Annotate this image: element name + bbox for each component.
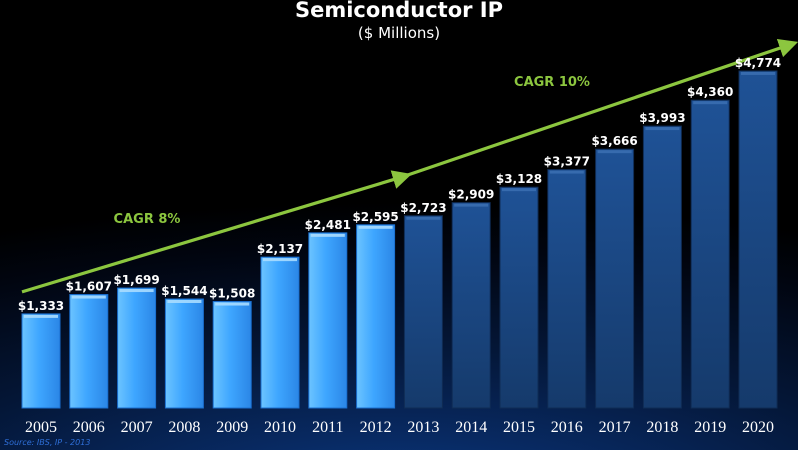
bar-actual [212, 301, 252, 409]
data-label: $1,333 [18, 299, 64, 313]
x-tick-label: 2009 [216, 419, 248, 436]
x-tick-label: 2013 [407, 419, 439, 436]
bar-forecast [403, 215, 443, 409]
bar-top-highlight [741, 71, 775, 75]
trend-arrow-cagr-10 [402, 38, 798, 179]
bar-forecast [547, 169, 587, 409]
bar-top-highlight [693, 101, 728, 105]
bar-forecast [451, 202, 491, 409]
bar-top-highlight [167, 299, 202, 303]
bar-top-highlight [406, 216, 441, 220]
bar-actual [308, 232, 348, 409]
trend-arrow-cagr-8 [21, 170, 412, 294]
x-tick-label: 2008 [168, 419, 200, 436]
bar-top-highlight [119, 289, 154, 293]
x-tick-label: 2020 [742, 419, 774, 436]
bar-top-highlight [358, 225, 393, 229]
bar-forecast [690, 99, 730, 409]
data-label: $3,666 [591, 134, 637, 148]
bar-forecast [738, 70, 778, 409]
x-tick-label: 2014 [455, 419, 487, 436]
data-label: $2,909 [448, 188, 494, 202]
bar-actual [260, 256, 300, 409]
x-tick-label: 2012 [360, 419, 392, 436]
data-label: $2,481 [305, 218, 351, 232]
data-label: $3,993 [639, 111, 685, 125]
bar-actual [117, 287, 157, 409]
data-label: $4,360 [687, 85, 733, 99]
bar-top-highlight [454, 203, 489, 207]
bar-actual [356, 224, 396, 409]
bar-top-highlight [263, 258, 297, 262]
data-label: $1,544 [161, 284, 207, 298]
bar-actual [21, 313, 61, 409]
bar-forecast [642, 125, 682, 409]
data-label: $1,699 [113, 273, 159, 287]
bar-top-highlight [645, 127, 680, 131]
cagr-8-annotation: CAGR 8% [114, 212, 181, 227]
x-tick-label: 2015 [503, 419, 535, 436]
source-note: Source: IBS, IP - 2013 [4, 438, 91, 447]
data-label: $2,137 [257, 242, 303, 256]
bar-top-highlight [71, 295, 106, 299]
data-label: $3,128 [496, 172, 542, 186]
x-tick-label: 2007 [121, 419, 153, 436]
cagr-10-annotation: CAGR 10% [514, 75, 590, 90]
bar-actual [69, 294, 109, 409]
bar-top-highlight [549, 170, 584, 174]
bar-top-highlight [502, 188, 536, 192]
data-label: $2,723 [400, 201, 446, 215]
data-label: $1,607 [66, 280, 112, 294]
bar-top-highlight [24, 314, 58, 318]
bar-actual [164, 298, 204, 409]
bar-top-highlight [310, 233, 345, 237]
bar-top-highlight [215, 302, 250, 306]
bar-forecast [499, 186, 539, 409]
x-tick-label: 2010 [264, 419, 296, 436]
data-label: $1,508 [209, 287, 255, 301]
data-label: $2,595 [352, 210, 398, 224]
chart-subtitle: ($ Millions) [357, 24, 441, 42]
data-label: $3,377 [544, 155, 590, 169]
x-tick-label: 2011 [312, 419, 343, 436]
bar-forecast [595, 148, 635, 409]
x-tick-label: 2017 [599, 419, 631, 436]
x-tick-label: 2019 [694, 419, 726, 436]
chart-title: Semiconductor IP [294, 0, 504, 22]
x-tick-label: 2005 [25, 419, 57, 436]
data-label: $4,774 [735, 56, 781, 70]
x-tick-label: 2016 [551, 419, 583, 436]
x-tick-label: 2018 [646, 419, 678, 436]
bar-top-highlight [597, 150, 632, 154]
x-tick-label: 2006 [73, 419, 105, 436]
